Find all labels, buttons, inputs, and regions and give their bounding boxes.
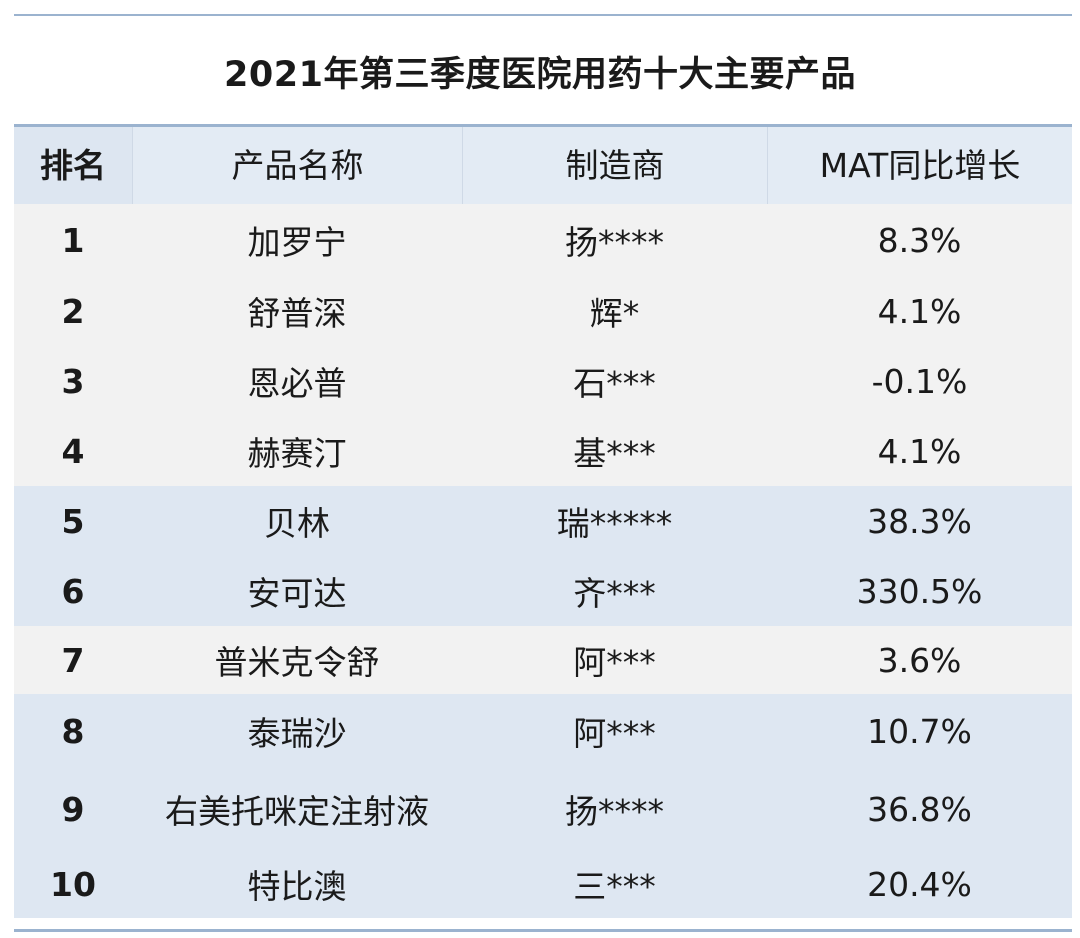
cell-rank: 1 (61, 220, 85, 260)
cell-rank: 4 (61, 431, 85, 471)
header-rank: 排名 (40, 146, 106, 185)
cell-rank: 2 (61, 291, 85, 331)
cell-maker: 三*** (573, 867, 656, 906)
cell-rank: 3 (61, 361, 85, 401)
cell-growth: 330.5% (856, 571, 983, 611)
table-row: 5 贝林 瑞***** 38.3% (14, 486, 1072, 556)
cell-growth: 38.3% (867, 501, 972, 541)
header-product: 产品名称 (132, 127, 462, 204)
cell-maker: 扬**** (565, 223, 664, 262)
cell-growth: 4.1% (877, 291, 962, 331)
cell-product: 恩必普 (247, 364, 347, 403)
cell-rank: 9 (61, 789, 85, 829)
table-row: 3 恩必普 石*** -0.1% (14, 346, 1072, 416)
table-row: 7 普米克令舒 阿*** 3.6% (14, 626, 1072, 694)
cell-maker: 基*** (573, 434, 656, 473)
cell-growth: 8.3% (877, 220, 962, 260)
cell-rank: 5 (61, 501, 85, 541)
cell-maker: 扬**** (565, 792, 664, 831)
table-row: 4 赫赛汀 基*** 4.1% (14, 416, 1072, 486)
cell-growth: 20.4% (867, 864, 972, 904)
cell-maker: 石*** (573, 364, 656, 403)
cell-rank: 10 (50, 864, 96, 904)
cell-product: 泰瑞沙 (247, 714, 347, 753)
cell-growth: 10.7% (867, 711, 972, 751)
cell-product: 右美托咪定注射液 (165, 792, 429, 831)
cell-growth: 4.1% (877, 431, 962, 471)
cell-maker: 辉* (589, 294, 640, 333)
cell-rank: 8 (61, 711, 85, 751)
cell-product: 加罗宁 (247, 223, 347, 262)
cell-rank: 6 (61, 571, 85, 611)
header-rule (14, 124, 1072, 127)
cell-rank: 7 (61, 640, 85, 680)
table-row: 2 舒普深 辉* 4.1% (14, 276, 1072, 346)
table-header-row: 排名 产品名称 制造商 MAT同比增长 (14, 127, 1072, 204)
cell-product: 安可达 (247, 574, 347, 613)
cell-product: 特比澳 (247, 867, 347, 906)
header-growth: MAT同比增长 (767, 127, 1072, 204)
table-row: 6 安可达 齐*** 330.5% (14, 556, 1072, 626)
cell-maker: 阿*** (573, 714, 656, 753)
cell-growth: 3.6% (877, 640, 962, 680)
top-rule (14, 14, 1072, 16)
table-row: 1 加罗宁 扬**** 8.3% (14, 204, 1072, 276)
table-row-group: 8 泰瑞沙 阿*** 10.7% 9 右美托咪定注射液 扬**** 36.8% … (14, 694, 1072, 918)
cell-product: 贝林 (264, 504, 330, 543)
cell-product: 舒普深 (247, 294, 347, 333)
cell-maker: 瑞***** (556, 504, 673, 543)
cell-product: 赫赛汀 (247, 434, 347, 473)
cell-growth: -0.1% (871, 361, 968, 401)
cell-maker: 齐*** (573, 574, 656, 613)
cell-growth: 36.8% (867, 789, 972, 829)
table-title: 2021年第三季度医院用药十大主要产品 (224, 55, 856, 95)
header-maker: 制造商 (462, 127, 767, 204)
cell-product: 普米克令舒 (214, 643, 380, 682)
cell-maker: 阿*** (573, 643, 656, 682)
ranking-table: 排名 产品名称 制造商 MAT同比增长 1 加罗宁 扬**** 8.3% 2 舒… (14, 127, 1072, 918)
bottom-rule (14, 929, 1072, 932)
